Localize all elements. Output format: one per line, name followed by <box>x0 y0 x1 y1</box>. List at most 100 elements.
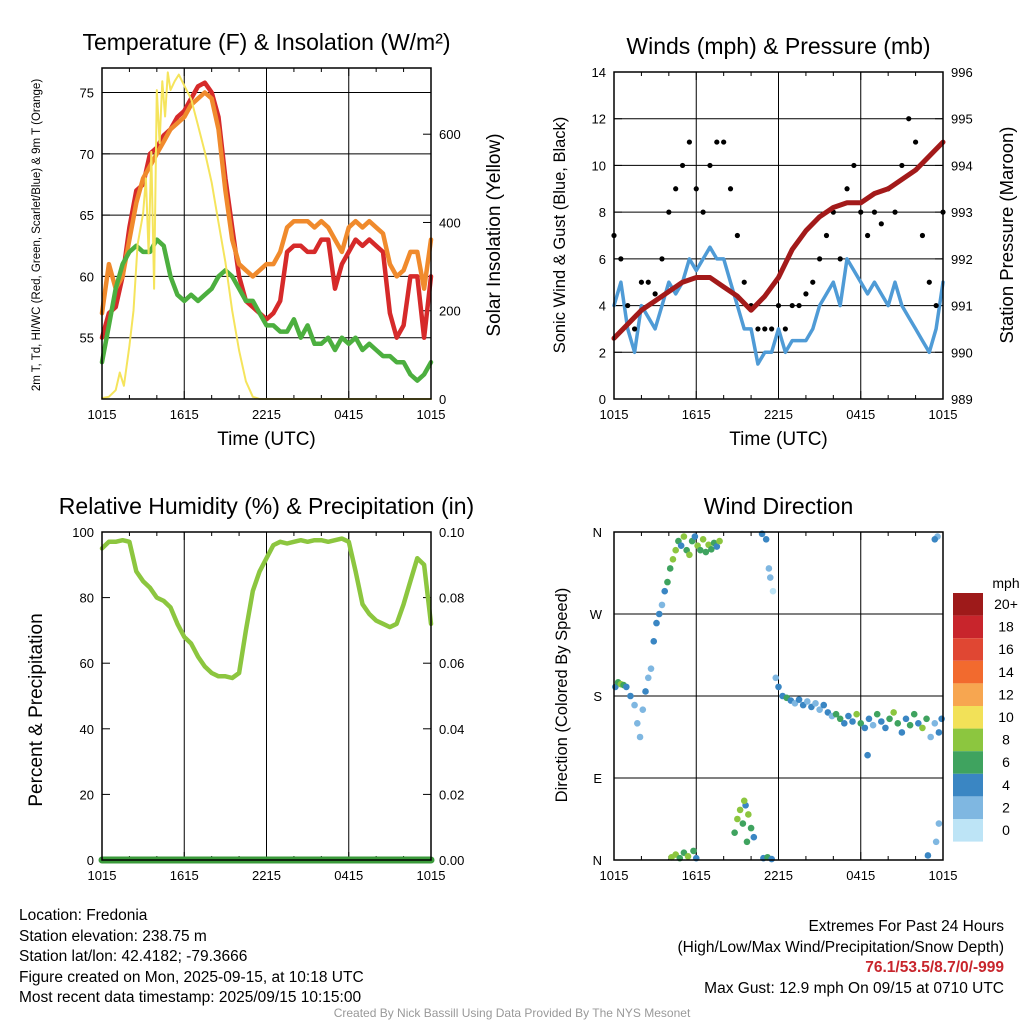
direction-point <box>631 701 638 709</box>
y2-tick-label: 0.10 <box>439 525 464 540</box>
y2-tick-label: 0.00 <box>439 853 464 868</box>
direction-point <box>915 720 922 727</box>
direction-point <box>931 720 939 727</box>
legend-label: 0 <box>1002 822 1010 838</box>
x-tick-label: 2215 <box>252 407 281 422</box>
direction-point <box>935 820 943 827</box>
y2-tick-label: 0.04 <box>439 722 464 737</box>
direction-point <box>634 720 641 727</box>
direction-point <box>734 815 741 823</box>
y-tick-label: 80 <box>80 591 94 606</box>
chart-title: Winds (mph) & Pressure (mb) <box>626 33 930 59</box>
plot-frame <box>101 531 432 861</box>
created-text: Figure created on Mon, 2025-09-15, at 10… <box>19 968 364 986</box>
direction-point <box>923 715 930 723</box>
direction-point <box>832 710 840 718</box>
gust-point <box>673 186 679 192</box>
direction-point <box>861 724 869 732</box>
direction-point <box>769 587 777 595</box>
x-tick-label: 1015 <box>929 868 958 883</box>
direction-point <box>803 698 811 705</box>
y-tick-label: 40 <box>80 722 94 737</box>
extremes-title: Extremes For Past 24 Hours <box>808 918 1004 935</box>
legend-label: 4 <box>1002 777 1010 793</box>
y2-tick-label: 0.08 <box>439 591 464 606</box>
y-tick-label: 0 <box>599 392 606 407</box>
y-axis-label: Direction (Colored By Speed) <box>553 588 571 803</box>
y2-tick-label: 996 <box>951 65 973 80</box>
direction-point <box>857 720 865 727</box>
temperature-panel: 1015 1615 2215 0415 1015 Temperature (F) & In… <box>31 29 505 450</box>
direction-point <box>898 729 906 736</box>
y-tick-label: 8 <box>599 205 606 220</box>
x-tick-label: 0415 <box>334 868 363 883</box>
x-tick-label: 1015 <box>417 868 446 883</box>
direction-point <box>935 729 943 736</box>
x-tick-label: 1015 <box>417 407 446 422</box>
direction-point <box>902 715 910 723</box>
gust-point <box>892 209 898 215</box>
x-tick-label: 2215 <box>764 868 793 883</box>
direction-point <box>713 543 721 550</box>
x-tick-label: 2215 <box>252 868 281 883</box>
legend-label: 6 <box>1002 754 1010 770</box>
gust-point <box>755 326 761 332</box>
direction-point <box>816 706 823 713</box>
gust-point <box>865 232 871 239</box>
x-tick-label: 2215 <box>764 407 793 422</box>
gust-point <box>666 209 672 215</box>
legend-swatch <box>953 706 983 729</box>
legend-label: 20+ <box>994 596 1018 612</box>
y-axis-label: 2m T, Td, HI/WC (Red, Green, Scarlet/Blu… <box>31 79 43 391</box>
direction-point <box>841 720 848 727</box>
y2-tick-label: 994 <box>951 158 973 173</box>
legend-label: 16 <box>998 641 1014 657</box>
direction-point <box>636 733 644 741</box>
y-axis-label: Percent & Precipitation <box>26 613 47 806</box>
direction-point <box>655 610 663 618</box>
extremes-info: Extremes For Past 24 Hours (High/Low/Max… <box>678 917 1005 999</box>
direction-point <box>669 556 677 563</box>
direction-point <box>702 548 710 556</box>
direction-point <box>938 715 945 723</box>
y-tick-label: 55 <box>80 331 94 346</box>
latlon-text: Station lat/lon: 42.4182; -79.3666 <box>19 948 248 965</box>
y-tick-label: 12 <box>592 112 606 127</box>
legend-swatch <box>953 773 983 797</box>
gust-point <box>734 232 740 239</box>
direction-point <box>906 721 914 729</box>
direction-point <box>765 565 773 572</box>
y-tick-label: 75 <box>80 86 94 101</box>
gust-point <box>912 139 919 145</box>
direction-point <box>739 820 747 827</box>
y-tick-label: S <box>593 689 602 704</box>
gust-point <box>871 209 878 215</box>
gust-point <box>878 221 884 227</box>
direction-point <box>745 811 752 818</box>
direction-point <box>873 710 881 718</box>
direction-point <box>812 699 819 707</box>
plot-frame <box>613 71 944 400</box>
legend-title: mph <box>992 575 1019 591</box>
direction-point <box>910 710 918 718</box>
chart-title: Wind Direction <box>704 493 854 519</box>
y-tick-label: 4 <box>599 299 606 314</box>
chart-title: Temperature (F) & Insolation (W/m²) <box>82 29 450 55</box>
x-tick-label: 0415 <box>846 868 875 883</box>
direction-point <box>919 724 926 732</box>
x-tick-label: 1615 <box>682 868 711 883</box>
direction-point <box>849 718 856 725</box>
gust-point <box>652 291 658 297</box>
gust-point <box>693 186 699 192</box>
plot-frame <box>101 67 432 400</box>
gust-point <box>803 291 809 297</box>
direction-point <box>690 847 697 855</box>
location-text: Location: Fredonia <box>19 907 148 924</box>
y-tick-label: 65 <box>80 208 94 223</box>
direction-point <box>845 712 852 720</box>
gust-point <box>769 326 775 332</box>
extremes-values: 76.1/53.5/8.7/0/-999 <box>865 959 1004 976</box>
legend-label: 10 <box>998 709 1014 725</box>
gust-point <box>659 256 665 262</box>
y-tick-label: 60 <box>80 269 94 284</box>
